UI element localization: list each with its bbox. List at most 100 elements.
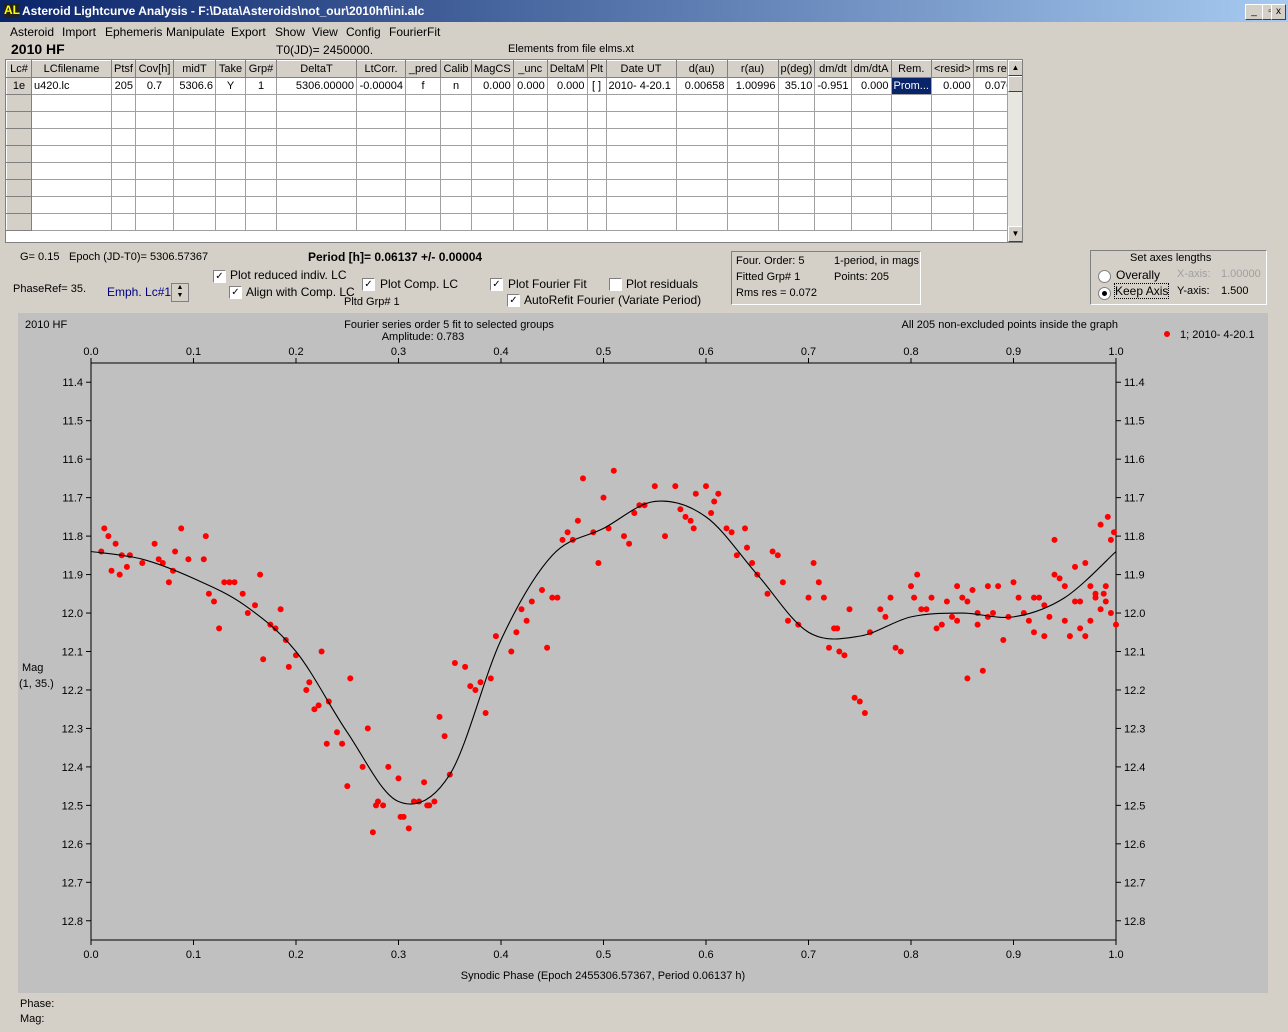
table-row[interactable]: 1e u420.lc 205 0.7 5306.6 Y 1 5306.00000 -0.0000… xyxy=(6,77,1016,95)
table-cell[interactable]: 2010- 4-20.1 xyxy=(605,77,677,95)
keep-axis-radio[interactable] xyxy=(1098,287,1111,300)
table-cell[interactable] xyxy=(675,162,728,180)
table-cell[interactable] xyxy=(546,162,588,180)
column-header[interactable]: _unc xyxy=(512,60,548,78)
table-row[interactable] xyxy=(6,162,1016,180)
table-cell[interactable] xyxy=(777,213,816,231)
table-cell[interactable] xyxy=(850,196,892,214)
table-cell[interactable] xyxy=(512,94,548,112)
table-cell[interactable] xyxy=(173,111,216,129)
table-cell[interactable]: 5306.00000 xyxy=(276,77,357,95)
table-cell[interactable] xyxy=(135,196,174,214)
column-header[interactable]: d(au) xyxy=(675,60,728,78)
table-cell[interactable] xyxy=(777,179,816,197)
table-cell[interactable]: 0.000 xyxy=(471,77,514,95)
table-cell[interactable] xyxy=(135,179,174,197)
table-row[interactable] xyxy=(6,128,1016,146)
table-cell[interactable]: [ ] xyxy=(586,77,607,95)
table-cell[interactable] xyxy=(356,162,406,180)
table-cell[interactable] xyxy=(890,111,932,129)
row-header[interactable] xyxy=(6,196,32,214)
table-cell[interactable] xyxy=(777,196,816,214)
table-cell[interactable] xyxy=(726,213,779,231)
table-cell[interactable] xyxy=(471,213,514,231)
table-cell[interactable] xyxy=(405,111,441,129)
table-cell[interactable]: u420.lc xyxy=(31,77,112,95)
table-cell[interactable] xyxy=(135,94,174,112)
table-cell[interactable] xyxy=(215,162,246,180)
close-button[interactable]: x xyxy=(1271,4,1286,20)
table-cell[interactable] xyxy=(276,128,357,146)
table-cell[interactable] xyxy=(111,179,136,197)
table-cell[interactable] xyxy=(405,128,441,146)
table-cell[interactable] xyxy=(215,145,246,163)
table-cell[interactable] xyxy=(276,145,357,163)
table-cell[interactable] xyxy=(276,213,357,231)
table-cell[interactable] xyxy=(512,179,548,197)
column-header[interactable]: Plt xyxy=(586,60,607,78)
column-header[interactable]: p(deg) xyxy=(777,60,816,78)
row-header[interactable] xyxy=(6,128,32,146)
table-cell[interactable] xyxy=(605,196,677,214)
table-cell[interactable] xyxy=(356,213,406,231)
table-cell[interactable] xyxy=(471,111,514,129)
table-cell[interactable] xyxy=(777,162,816,180)
column-header[interactable]: r(au) xyxy=(726,60,779,78)
table-cell[interactable] xyxy=(586,179,607,197)
table-cell[interactable] xyxy=(276,111,357,129)
table-cell[interactable] xyxy=(777,94,816,112)
table-cell[interactable] xyxy=(930,128,974,146)
table-cell[interactable] xyxy=(111,196,136,214)
table-cell[interactable] xyxy=(31,213,112,231)
align-comp-checkbox[interactable]: ✓ xyxy=(229,286,242,299)
table-cell[interactable] xyxy=(890,145,932,163)
table-cell[interactable] xyxy=(850,145,892,163)
table-cell[interactable] xyxy=(215,179,246,197)
table-row[interactable] xyxy=(6,179,1016,197)
table-cell[interactable] xyxy=(726,196,779,214)
column-header[interactable]: dm/dtA xyxy=(850,60,892,78)
table-cell[interactable] xyxy=(31,196,112,214)
table-cell[interactable] xyxy=(356,111,406,129)
table-cell[interactable] xyxy=(276,94,357,112)
table-cell[interactable]: Y xyxy=(215,77,246,95)
emph-lc-spinner[interactable]: ▲ ▼ xyxy=(171,283,189,302)
table-cell[interactable] xyxy=(930,196,974,214)
table-cell[interactable] xyxy=(726,128,779,146)
table-cell[interactable] xyxy=(135,128,174,146)
table-cell[interactable] xyxy=(245,111,277,129)
plot-reduced-checkbox[interactable]: ✓ xyxy=(213,270,226,283)
table-cell[interactable] xyxy=(31,162,112,180)
table-cell[interactable] xyxy=(675,128,728,146)
table-cell[interactable] xyxy=(726,162,779,180)
table-cell[interactable] xyxy=(471,196,514,214)
table-row[interactable] xyxy=(6,213,1016,231)
column-header[interactable]: MagCS xyxy=(471,60,514,78)
table-cell[interactable] xyxy=(111,128,136,146)
autorefit-checkbox[interactable]: ✓ xyxy=(507,294,520,307)
table-cell[interactable] xyxy=(850,111,892,129)
table-cell[interactable] xyxy=(440,162,472,180)
table-cell[interactable] xyxy=(512,128,548,146)
table-row[interactable] xyxy=(6,111,1016,129)
table-cell[interactable]: 0.000 xyxy=(512,77,548,95)
column-header[interactable]: <resid> xyxy=(930,60,974,78)
minimize-button[interactable]: _ xyxy=(1245,4,1263,20)
menu-manipulate[interactable]: Manipulate xyxy=(166,25,225,39)
table-cell[interactable]: -0.951 xyxy=(814,77,852,95)
table-cell[interactable] xyxy=(471,179,514,197)
table-cell[interactable] xyxy=(605,162,677,180)
column-header[interactable]: Date UT xyxy=(605,60,677,78)
table-cell[interactable] xyxy=(215,111,246,129)
column-header[interactable]: Ptsf xyxy=(111,60,136,78)
table-cell[interactable]: 0.7 xyxy=(135,77,174,95)
table-cell[interactable] xyxy=(930,162,974,180)
table-cell[interactable] xyxy=(215,196,246,214)
table-cell[interactable] xyxy=(356,179,406,197)
table-cell[interactable] xyxy=(356,128,406,146)
column-header[interactable]: Cov[h] xyxy=(135,60,174,78)
column-header[interactable]: Calib xyxy=(440,60,472,78)
column-header[interactable]: Lc# xyxy=(6,60,32,78)
table-cell[interactable] xyxy=(546,128,588,146)
table-cell[interactable] xyxy=(405,179,441,197)
